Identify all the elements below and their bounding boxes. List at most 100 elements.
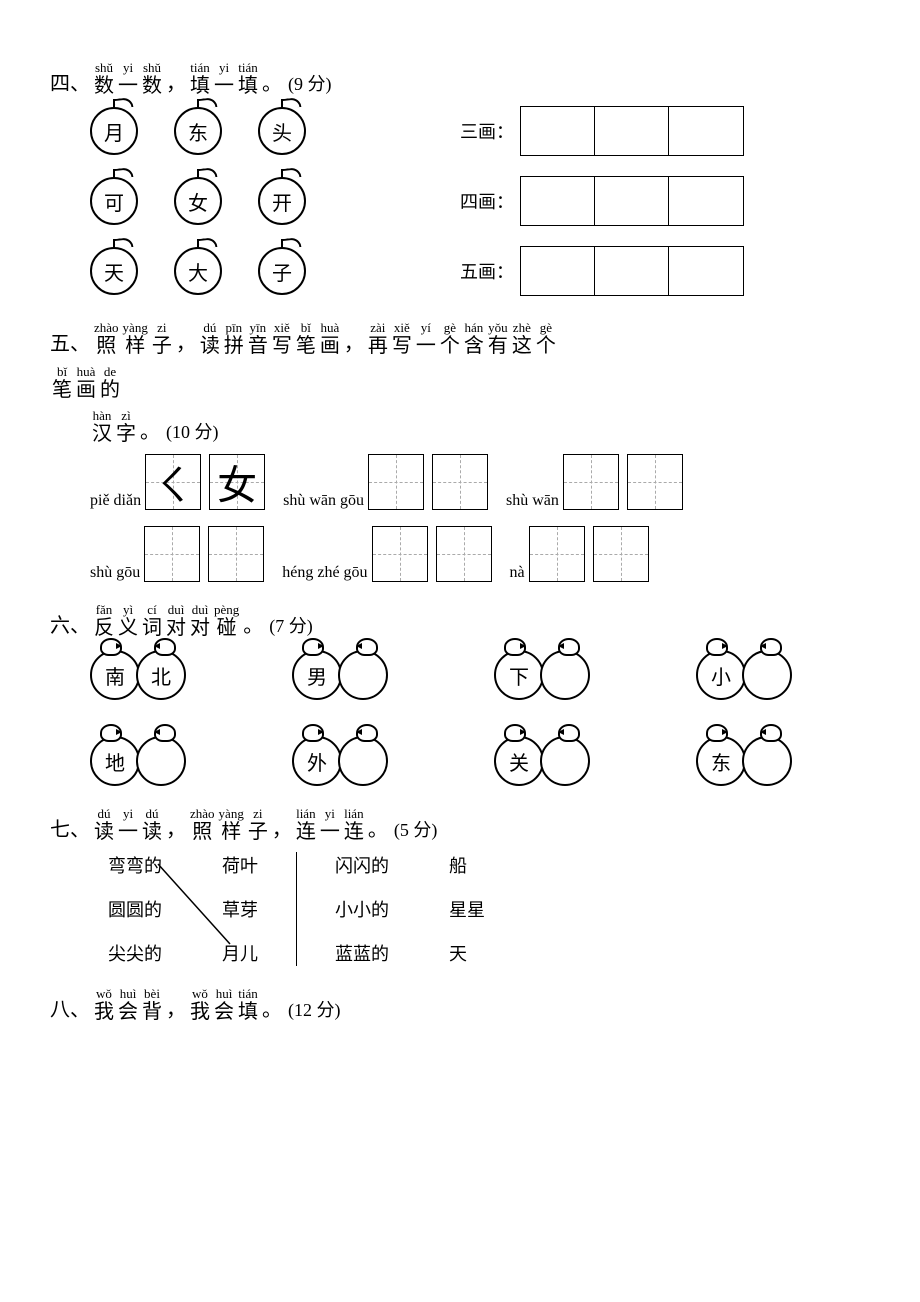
duck-char: 关 xyxy=(494,736,544,786)
ruby-char: yí一 xyxy=(416,321,436,356)
section-5-title2: bǐ笔huà画de的 xyxy=(50,360,870,400)
tian-grid[interactable] xyxy=(529,526,585,582)
ruby-container: dú读yi一dú读，zhào照yàng样zi子，lián连yi一lián连。 xyxy=(92,802,390,842)
duck-char: 男 xyxy=(292,650,342,700)
duck-blank[interactable] xyxy=(136,736,186,786)
ruby-char: tián填 xyxy=(238,987,258,1022)
answer-box[interactable] xyxy=(669,177,743,225)
apple-char: 月 xyxy=(90,107,138,155)
tian-grid[interactable]: ㄑ xyxy=(145,454,201,510)
stroke-item: héng zhé gōu xyxy=(282,526,491,582)
section7-body: 弯弯的圆圆的尖尖的 荷叶草芽月儿 闪闪的小小的蓝蓝的 船星星天 xyxy=(90,852,870,966)
match-word[interactable]: 天 xyxy=(449,940,485,966)
section-5-title: 五、 zhào照yàng样zi子，dú读pīn拼yīn音xiě写bǐ笔huà画，… xyxy=(50,316,870,356)
tian-grid[interactable] xyxy=(372,526,428,582)
duck-row: 地外关东 xyxy=(90,736,870,786)
answer-box[interactable] xyxy=(669,107,743,155)
ruby-char: tián填 xyxy=(238,61,258,96)
points: (7 分) xyxy=(269,612,313,638)
tian-grid[interactable] xyxy=(368,454,424,510)
duck-char: 东 xyxy=(696,736,746,786)
tian-grid[interactable] xyxy=(593,526,649,582)
ruby-char: huà画 xyxy=(76,365,96,400)
duck-blank[interactable]: 北 xyxy=(136,650,186,700)
antonym-pair: 男 xyxy=(292,650,384,700)
match-word[interactable]: 闪闪的 xyxy=(335,852,389,878)
section5-body: piě diǎnㄑ女shù wān gōushù wān shù gōuhéng… xyxy=(90,454,870,582)
match-word[interactable]: 月儿 xyxy=(222,940,258,966)
tian-grid[interactable] xyxy=(432,454,488,510)
sec7-right: 闪闪的小小的蓝蓝的 船星星天 xyxy=(317,852,503,966)
answer-box[interactable] xyxy=(521,177,595,225)
answer-boxes[interactable] xyxy=(520,176,744,226)
duck-blank[interactable] xyxy=(742,650,792,700)
match-word[interactable]: 尖尖的 xyxy=(108,940,162,966)
tian-grid[interactable] xyxy=(144,526,200,582)
ruby-char: ， xyxy=(272,818,292,840)
stroke-item: piě diǎnㄑ女 xyxy=(90,454,265,510)
ruby-container: fǎn反yì义cí词duì对duì对pèng碰。 xyxy=(92,598,265,638)
answer-box[interactable] xyxy=(521,247,595,295)
antonym-pair: 关 xyxy=(494,736,586,786)
section-7-title: 七、 dú读yi一dú读，zhào照yàng样zi子，lián连yi一lián连… xyxy=(50,802,870,842)
match-word[interactable]: 荷叶 xyxy=(222,852,258,878)
apple-row: 月东头三画： xyxy=(90,106,870,156)
match-word[interactable]: 小小的 xyxy=(335,896,389,922)
answer-box[interactable] xyxy=(521,107,595,155)
ruby-char: de的 xyxy=(100,365,120,400)
match-word[interactable]: 草芽 xyxy=(222,896,258,922)
match-word[interactable]: 弯弯的 xyxy=(108,852,162,878)
tian-grid[interactable] xyxy=(208,526,264,582)
antonym-pair: 南北 xyxy=(90,650,182,700)
stroke-pinyin-label: héng zhé gōu xyxy=(282,564,367,582)
ruby-char: yi一 xyxy=(118,807,138,842)
match-word[interactable]: 星星 xyxy=(449,896,485,922)
example-glyph: 女 xyxy=(217,453,257,511)
section-num: 四、 xyxy=(50,67,90,96)
ruby-char: zài再 xyxy=(368,321,388,356)
duck-blank[interactable] xyxy=(540,650,590,700)
ruby-char: yi一 xyxy=(214,61,234,96)
tian-grid[interactable] xyxy=(436,526,492,582)
ruby-char: yǒu有 xyxy=(488,321,508,356)
ruby-char: wǒ我 xyxy=(190,987,210,1022)
answer-box[interactable] xyxy=(669,247,743,295)
answer-box[interactable] xyxy=(595,177,669,225)
ruby-char: ， xyxy=(166,818,186,840)
duck-blank[interactable] xyxy=(540,736,590,786)
answer-boxes[interactable] xyxy=(520,246,744,296)
ruby-char: shǔ数 xyxy=(142,61,162,96)
duck-char: 外 xyxy=(292,736,342,786)
ruby-char: gè个 xyxy=(536,321,556,356)
ruby-char: duì对 xyxy=(166,603,186,638)
stroke-pinyin-label: shù wān xyxy=(506,492,559,510)
ruby-char: gè个 xyxy=(440,321,460,356)
duck-blank[interactable] xyxy=(338,650,388,700)
tian-grid[interactable] xyxy=(627,454,683,510)
divider xyxy=(296,852,297,966)
apple-row: 可女开四画： xyxy=(90,176,870,226)
tian-grid[interactable] xyxy=(563,454,619,510)
ruby-char: dú读 xyxy=(200,321,220,356)
match-word[interactable]: 圆圆的 xyxy=(108,896,162,922)
answer-box[interactable] xyxy=(595,247,669,295)
tian-grid[interactable]: 女 xyxy=(209,454,265,510)
duck-blank[interactable] xyxy=(742,736,792,786)
antonym-pair: 地 xyxy=(90,736,182,786)
ruby-char: bèi背 xyxy=(142,987,162,1022)
match-word[interactable]: 蓝蓝的 xyxy=(335,940,389,966)
ruby-char: bǐ笔 xyxy=(52,365,72,400)
match-word[interactable]: 船 xyxy=(449,852,485,878)
ruby-char: yàng样 xyxy=(219,807,244,842)
ruby-char: yì义 xyxy=(118,603,138,638)
answer-box[interactable] xyxy=(595,107,669,155)
ruby-char: ， xyxy=(166,998,186,1020)
points: (10 分) xyxy=(166,418,219,444)
ruby-char: wǒ我 xyxy=(94,987,114,1022)
duck-char: 南 xyxy=(90,650,140,700)
duck-blank[interactable] xyxy=(338,736,388,786)
stroke-label: 五画： xyxy=(460,258,514,284)
ruby-char: ， xyxy=(176,332,196,354)
ruby-char: 。 xyxy=(243,614,263,636)
answer-boxes[interactable] xyxy=(520,106,744,156)
